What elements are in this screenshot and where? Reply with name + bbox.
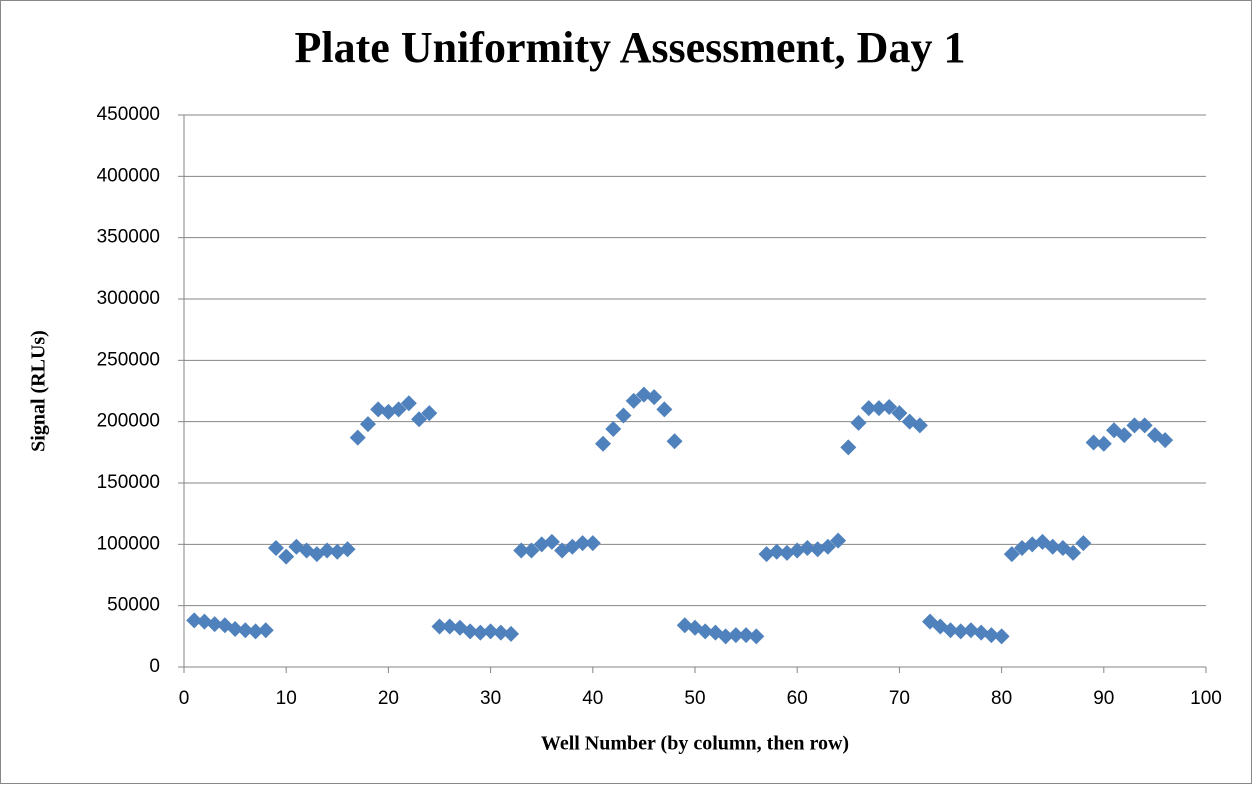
point	[748, 628, 765, 645]
point	[462, 623, 479, 640]
point	[850, 414, 867, 431]
point	[983, 627, 1000, 644]
y-tick-label: 50000	[107, 595, 160, 616]
point	[1065, 544, 1082, 561]
point	[830, 532, 847, 549]
point	[1116, 427, 1133, 444]
point	[431, 618, 448, 635]
point	[247, 623, 264, 640]
x-tick-label: 80	[991, 688, 1012, 709]
x-tick-label: 50	[684, 688, 705, 709]
y-tick-label: 400000	[97, 165, 160, 186]
point	[492, 624, 509, 641]
point	[1003, 546, 1020, 563]
point	[1085, 434, 1102, 451]
point	[206, 616, 223, 633]
point	[717, 628, 734, 645]
x-tick-label: 30	[480, 688, 501, 709]
point	[870, 400, 887, 417]
point	[646, 389, 663, 406]
x-tick-label: 10	[276, 688, 297, 709]
point	[952, 623, 969, 640]
point	[860, 400, 877, 417]
point	[257, 622, 274, 639]
point	[237, 622, 254, 639]
x-tick-label: 100	[1190, 688, 1222, 709]
x-tick-label: 90	[1093, 688, 1114, 709]
point	[339, 541, 356, 558]
point	[738, 627, 755, 644]
point	[656, 401, 673, 418]
point	[1014, 540, 1031, 557]
point	[472, 624, 489, 641]
point	[421, 405, 438, 422]
y-tick-label: 350000	[97, 227, 160, 248]
point	[411, 411, 428, 428]
y-tick-label: 150000	[97, 472, 160, 493]
point	[400, 395, 417, 412]
point	[993, 628, 1010, 645]
point	[768, 543, 785, 560]
point	[819, 538, 836, 555]
y-tick-label: 300000	[97, 288, 160, 309]
point	[390, 401, 407, 418]
point	[799, 540, 816, 557]
point	[1075, 535, 1092, 552]
y-tick-label: 450000	[97, 104, 160, 125]
point	[278, 548, 295, 565]
point	[727, 627, 744, 644]
point	[1044, 538, 1061, 555]
point	[227, 620, 244, 637]
point	[513, 542, 530, 559]
point	[584, 535, 601, 552]
point	[441, 618, 458, 635]
point	[1157, 432, 1174, 449]
x-tick-label: 0	[179, 688, 190, 709]
x-axis-title: Well Number (by column, then row)	[541, 733, 849, 755]
point	[574, 535, 591, 552]
point	[186, 612, 203, 629]
point	[666, 433, 683, 450]
point	[523, 542, 540, 559]
y-tick-label: 0	[149, 656, 160, 677]
point	[349, 429, 366, 446]
point	[319, 542, 336, 559]
point	[911, 417, 928, 434]
point	[359, 416, 376, 433]
x-tick-label: 70	[889, 688, 910, 709]
y-axis-title: Signal (RLUs)	[28, 330, 50, 452]
point	[1126, 417, 1143, 434]
y-tick-label: 100000	[97, 533, 160, 554]
point	[891, 405, 908, 422]
point	[595, 435, 612, 452]
point	[615, 407, 632, 424]
x-tick-label: 60	[787, 688, 808, 709]
x-tick-label: 20	[378, 688, 399, 709]
chart-title: Plate Uniformity Assessment, Day 1	[295, 23, 966, 72]
point	[1136, 417, 1153, 434]
x-tick-label: 40	[582, 688, 603, 709]
point	[605, 421, 622, 438]
point	[503, 625, 520, 642]
y-tick-label: 200000	[97, 411, 160, 432]
y-tick-label: 250000	[97, 349, 160, 370]
point	[697, 623, 714, 640]
point	[881, 398, 898, 415]
point	[942, 622, 959, 639]
point	[840, 439, 857, 456]
point	[625, 392, 642, 409]
point	[543, 533, 560, 550]
point	[1095, 435, 1112, 452]
point	[267, 540, 284, 557]
point	[482, 623, 499, 640]
